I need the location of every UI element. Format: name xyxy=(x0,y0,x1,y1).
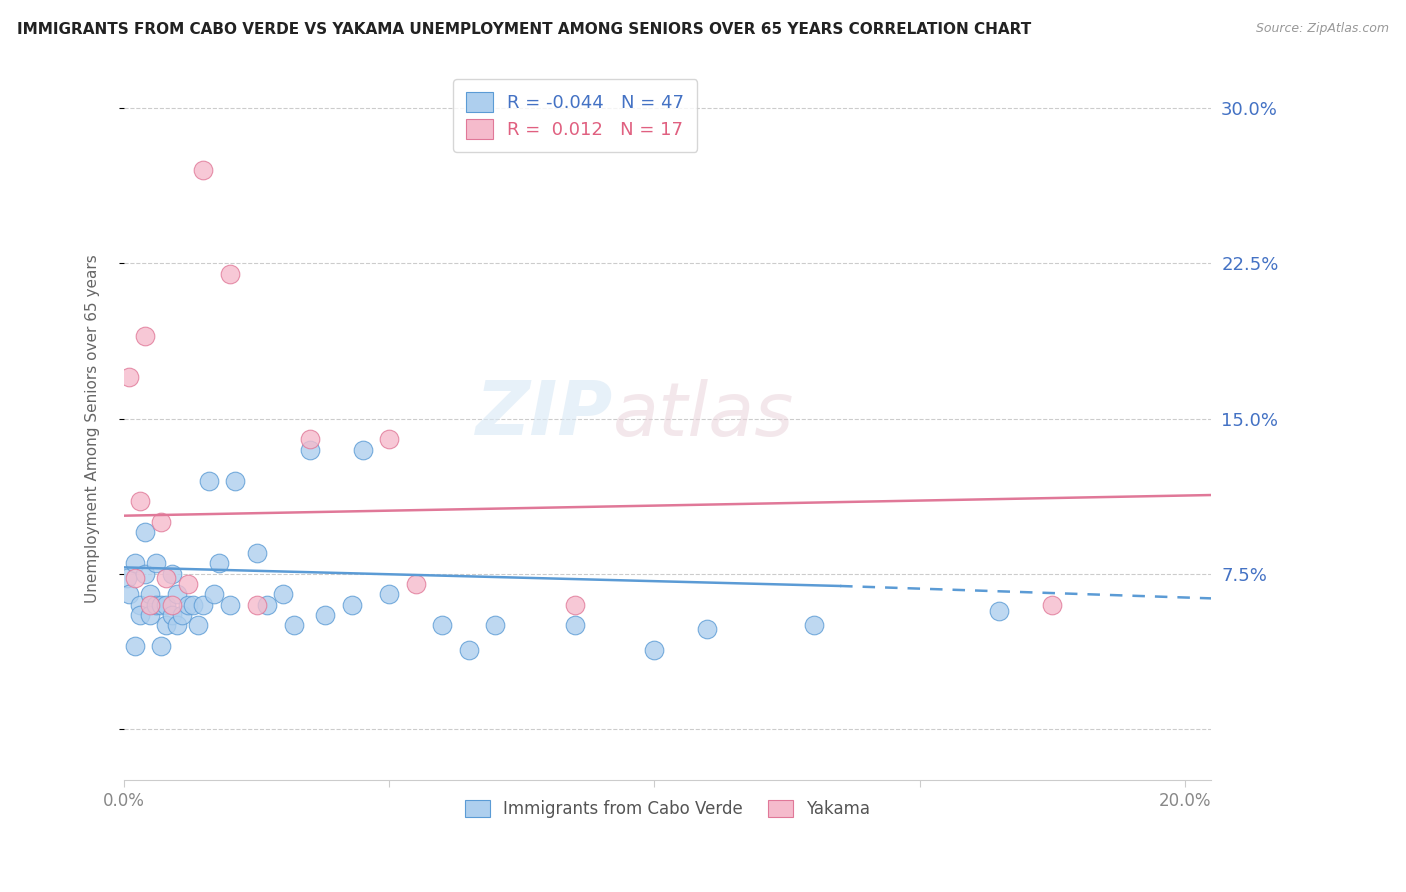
Point xyxy=(484,618,506,632)
Point xyxy=(219,267,242,281)
Point xyxy=(193,598,215,612)
Point xyxy=(124,556,146,570)
Point xyxy=(155,618,177,632)
Point xyxy=(128,494,150,508)
Text: ZIP: ZIP xyxy=(477,378,613,451)
Point xyxy=(315,607,337,622)
Point xyxy=(176,598,198,612)
Point xyxy=(298,442,321,457)
Point xyxy=(115,571,138,585)
Point xyxy=(197,474,219,488)
Point xyxy=(193,163,215,178)
Y-axis label: Unemployment Among Seniors over 65 years: Unemployment Among Seniors over 65 years xyxy=(86,254,100,603)
Point xyxy=(432,618,454,632)
Point xyxy=(150,515,173,529)
Point xyxy=(564,618,586,632)
Text: atlas: atlas xyxy=(613,379,794,450)
Point xyxy=(988,604,1011,618)
Point xyxy=(128,598,150,612)
Point xyxy=(160,566,183,581)
Point xyxy=(256,598,278,612)
Point xyxy=(352,442,374,457)
Point xyxy=(124,639,146,653)
Point xyxy=(160,598,183,612)
Point xyxy=(128,607,150,622)
Point xyxy=(803,618,825,632)
Point xyxy=(134,566,156,581)
Point xyxy=(643,643,665,657)
Point xyxy=(245,546,267,560)
Point xyxy=(340,598,363,612)
Legend: Immigrants from Cabo Verde, Yakama: Immigrants from Cabo Verde, Yakama xyxy=(458,793,877,825)
Point xyxy=(224,474,246,488)
Point xyxy=(118,370,141,384)
Point xyxy=(202,587,225,601)
Point xyxy=(166,618,188,632)
Point xyxy=(124,571,146,585)
Point xyxy=(139,587,162,601)
Point xyxy=(172,607,194,622)
Point xyxy=(139,607,162,622)
Point xyxy=(271,587,294,601)
Text: Source: ZipAtlas.com: Source: ZipAtlas.com xyxy=(1256,22,1389,36)
Point xyxy=(378,587,401,601)
Point xyxy=(181,598,204,612)
Point xyxy=(150,598,173,612)
Point xyxy=(150,639,173,653)
Point xyxy=(166,587,188,601)
Point xyxy=(298,432,321,446)
Point xyxy=(564,598,586,612)
Point xyxy=(208,556,231,570)
Point xyxy=(155,598,177,612)
Point xyxy=(187,618,209,632)
Point xyxy=(118,587,141,601)
Point xyxy=(155,571,177,585)
Point xyxy=(245,598,267,612)
Point xyxy=(139,598,162,612)
Point xyxy=(378,432,401,446)
Point xyxy=(176,577,198,591)
Point xyxy=(134,329,156,343)
Point xyxy=(145,556,167,570)
Point xyxy=(160,607,183,622)
Point xyxy=(283,618,305,632)
Point xyxy=(696,623,718,637)
Point xyxy=(134,525,156,540)
Point xyxy=(405,577,427,591)
Text: IMMIGRANTS FROM CABO VERDE VS YAKAMA UNEMPLOYMENT AMONG SENIORS OVER 65 YEARS CO: IMMIGRANTS FROM CABO VERDE VS YAKAMA UNE… xyxy=(17,22,1031,37)
Point xyxy=(457,643,479,657)
Point xyxy=(145,598,167,612)
Point xyxy=(1040,598,1063,612)
Point xyxy=(219,598,242,612)
